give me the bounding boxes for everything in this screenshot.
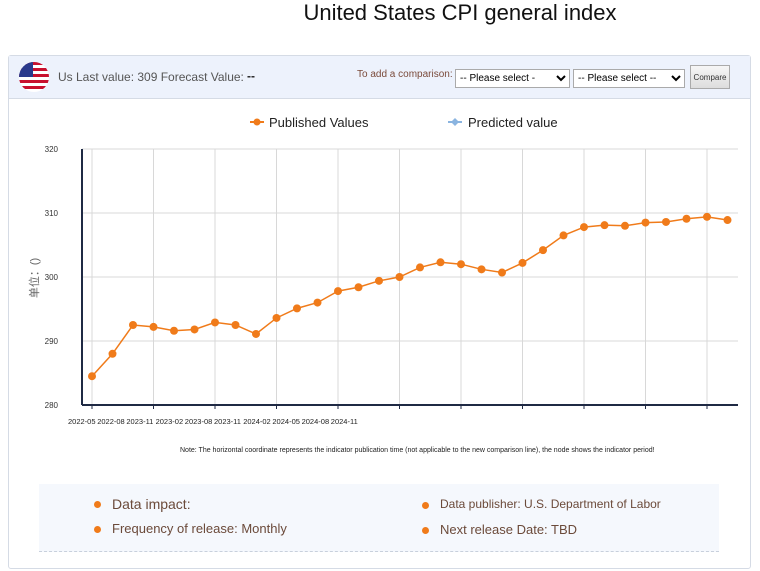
- x-tick-label: 2023-08: [185, 417, 213, 426]
- x-tick-label: 2024-08: [302, 417, 330, 426]
- published-value-point: [149, 322, 158, 331]
- published-value-point: [252, 329, 260, 338]
- x-tick-label: 2023-02: [156, 417, 184, 426]
- x-tick-label: 2024-05: [272, 417, 300, 426]
- cpi-line-chart: Published Values Predicted value 单位：() 2…: [27, 115, 738, 426]
- indicator-header: Us Last value: 309 Forecast Value: -- To…: [9, 56, 750, 99]
- legend-predicted-marker: [451, 118, 459, 126]
- legend-published[interactable]: Published Values: [269, 115, 369, 130]
- published-value-point: [375, 276, 383, 285]
- published-value-point: [723, 216, 732, 225]
- x-tick-label: 2023-11: [214, 417, 241, 426]
- published-value-point: [559, 231, 568, 240]
- published-value-point: [108, 349, 117, 358]
- published-value-point: [600, 221, 609, 230]
- published-value-point: [539, 246, 547, 255]
- y-tick-label: 310: [45, 209, 59, 218]
- x-tick-label: 2023-11: [126, 417, 153, 426]
- next-release-date: Next release Date: TBD: [421, 522, 578, 537]
- y-axis-label: 单位：(): [27, 258, 41, 298]
- indicator-info: Data impact: Frequency of release: Month…: [39, 484, 719, 552]
- comparison-select-2[interactable]: -- Please select --: [573, 69, 685, 88]
- published-value-point: [313, 298, 322, 307]
- chart-note: Note: The horizontal coordinate represen…: [180, 447, 655, 454]
- release-frequency: Frequency of release: Monthly: [94, 521, 287, 536]
- published-value-point: [190, 325, 199, 334]
- x-tick-label: 2022-05: [68, 417, 96, 426]
- x-tick-label: 2022-08: [97, 417, 125, 426]
- y-tick-label: 320: [45, 145, 59, 154]
- forecast-value: --: [247, 69, 255, 83]
- published-value-point: [457, 260, 465, 269]
- comparison-select-1[interactable]: -- Please select -: [455, 69, 570, 88]
- y-tick-label: 300: [45, 273, 59, 282]
- published-value-point: [231, 321, 240, 329]
- published-value-point: [170, 326, 178, 335]
- published-value-point: [354, 283, 363, 292]
- compare-button[interactable]: Compare: [690, 65, 730, 89]
- published-value-point: [498, 268, 506, 277]
- page-title: United States CPI general index: [303, 0, 617, 25]
- published-value-point: [703, 212, 711, 221]
- published-value-point: [272, 313, 281, 322]
- published-value-point: [395, 273, 404, 281]
- x-tick-label: 2024-11: [331, 417, 358, 426]
- y-tick-label: 280: [45, 401, 59, 410]
- published-values-line: [91, 216, 728, 377]
- published-value-point: [129, 321, 137, 329]
- published-value-point: [621, 221, 629, 230]
- data-impact: Data impact:: [94, 496, 191, 512]
- published-value-point: [641, 218, 650, 227]
- published-value-point: [416, 263, 424, 272]
- data-publisher: Data publisher: U.S. Department of Labor: [422, 497, 661, 511]
- published-value-point: [334, 287, 342, 296]
- published-value-point: [88, 372, 96, 381]
- y-tick-label: 290: [45, 337, 59, 346]
- us-flag-icon: [19, 62, 49, 92]
- comparison-label: To add a comparison:: [357, 69, 453, 80]
- legend-published-marker: [253, 118, 261, 126]
- published-value-point: [477, 265, 486, 274]
- chart-panel: Us Last value: 309 Forecast Value: -- To…: [8, 55, 751, 569]
- published-value-point: [518, 258, 527, 267]
- published-value-point: [580, 223, 588, 232]
- last-value: Us Last value: 309 Forecast Value:: [58, 70, 244, 84]
- published-value-point: [293, 304, 301, 313]
- published-value-point: [662, 217, 670, 226]
- published-value-point: [436, 258, 445, 267]
- legend-predicted[interactable]: Predicted value: [468, 115, 558, 130]
- published-value-point: [682, 214, 691, 223]
- x-tick-label: 2024-02: [243, 417, 271, 426]
- published-value-point: [211, 318, 219, 327]
